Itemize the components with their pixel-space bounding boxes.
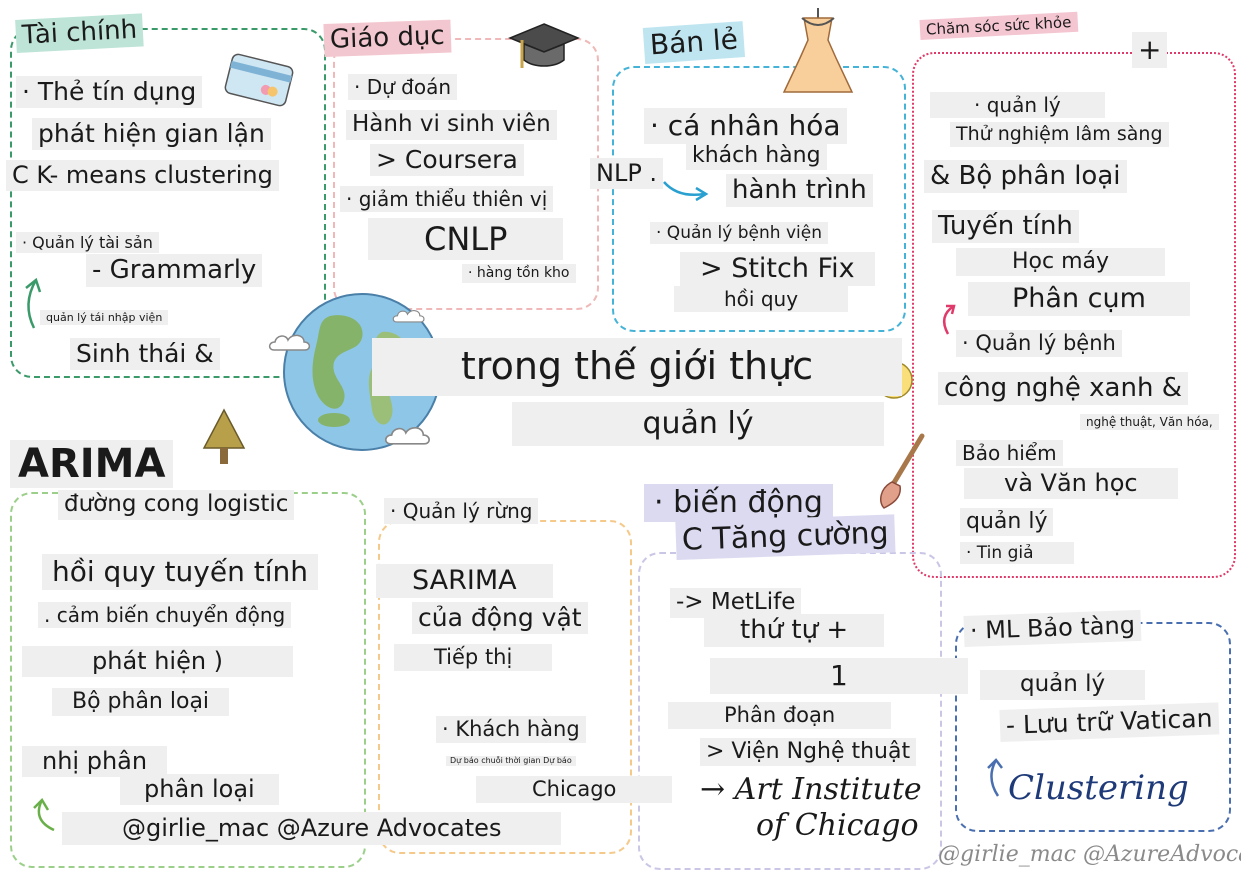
healthcare-item: nghệ thuật, Văn hóa, bbox=[1080, 414, 1219, 431]
finance-item: · Quản lý tài sản bbox=[16, 232, 159, 254]
forestry-item: Dự báo chuỗi thời gian Dự báo bbox=[446, 756, 576, 766]
ecology-item: phát hiện ) bbox=[22, 646, 294, 677]
retail-item: · cá nhân hóa bbox=[644, 108, 847, 144]
finance-item: - Grammarly bbox=[86, 254, 263, 288]
education-item: · giảm thiểu thiên vị bbox=[340, 186, 554, 212]
healthcare-item: công nghệ xanh & bbox=[938, 372, 1188, 406]
finance-item: · Thẻ tín dụng bbox=[16, 76, 203, 108]
museum-item: quản lý bbox=[980, 670, 1146, 700]
retail-title: Bán lẻ bbox=[642, 21, 746, 64]
plus-sign: + bbox=[1132, 32, 1168, 68]
retail-item: · Quản lý bệnh viện bbox=[650, 222, 828, 245]
forestry-item: Tiếp thị bbox=[394, 644, 553, 672]
retail-item: hồi quy bbox=[674, 286, 849, 312]
arrow-icon bbox=[663, 181, 709, 202]
tree-icon bbox=[202, 408, 246, 464]
education-item: CNLP bbox=[368, 218, 564, 261]
healthcare-item: Thử nghiệm lâm sàng bbox=[950, 122, 1169, 147]
education-title: Giáo dục bbox=[323, 19, 452, 58]
marketing-item: thứ tự + bbox=[704, 614, 885, 648]
finance-region bbox=[10, 28, 326, 378]
credit-line: @girlie_mac @Azure Advocates bbox=[62, 812, 562, 845]
healthcare-item: và Văn học bbox=[964, 468, 1178, 499]
education-item: > Coursera bbox=[370, 144, 524, 176]
ecology-item: . cảm biến chuyển động bbox=[38, 602, 292, 628]
forestry-item: SARIMA bbox=[376, 564, 553, 599]
forestry-item: của động vật bbox=[412, 602, 588, 634]
retail-item: hành trình bbox=[726, 174, 873, 208]
ecology-item: đường cong logistic bbox=[58, 490, 295, 520]
education-item: · Dự đoán bbox=[348, 74, 458, 100]
marketing-item: Phân đoạn bbox=[668, 702, 892, 730]
retail-item: khách hàng bbox=[686, 142, 827, 171]
healthcare-item: Phân cụm bbox=[968, 282, 1190, 317]
retail-item: NLP . bbox=[590, 158, 664, 189]
center-title: trong thế giới thực bbox=[372, 338, 902, 396]
ecology-item: nhị phân bbox=[22, 746, 168, 777]
ecology-item: hồi quy tuyến tính bbox=[42, 554, 318, 590]
finance-item: C K- means clustering bbox=[6, 160, 279, 191]
ecology-item: ARIMA bbox=[10, 440, 174, 488]
healthcare-item: · Tin giả bbox=[960, 542, 1074, 565]
marketing-item: · biến động bbox=[644, 484, 833, 522]
marketing-handwritten: of Chicago bbox=[756, 808, 919, 843]
ecology-item: Bộ phân loại bbox=[52, 688, 230, 717]
healthcare-item: Bảo hiểm bbox=[956, 440, 1063, 466]
cloud-icon bbox=[392, 310, 425, 323]
center-subtitle: quản lý bbox=[512, 402, 884, 446]
healthcare-item: quản lý bbox=[960, 508, 1054, 537]
healthcare-item: Tuyến tính bbox=[932, 210, 1079, 244]
arrow-icon bbox=[33, 797, 55, 832]
marketing-handwritten: → Art Institute bbox=[700, 772, 922, 807]
education-item: Hành vi sinh viên bbox=[346, 110, 557, 140]
museum-item: · ML Bảo tàng bbox=[963, 609, 1142, 647]
forestry-item: · Quản lý rừng bbox=[384, 498, 539, 524]
cloud-icon bbox=[268, 334, 311, 351]
dress-icon bbox=[782, 8, 854, 93]
education-item: · hàng tồn kho bbox=[462, 264, 576, 283]
forestry-item: Chicago bbox=[476, 776, 673, 804]
arrow-icon bbox=[987, 758, 1003, 797]
healthcare-item: Học máy bbox=[956, 248, 1166, 277]
graduation-cap-icon bbox=[508, 23, 580, 68]
finance-item: phát hiện gian lận bbox=[32, 118, 271, 150]
healthcare-item: & Bộ phân loại bbox=[924, 160, 1127, 194]
healthcare-item: · quản lý bbox=[930, 92, 1105, 118]
arrow-icon bbox=[25, 277, 42, 329]
credit-card-icon bbox=[224, 53, 294, 107]
ecology-item: phân loại bbox=[120, 774, 279, 805]
finance-item: Sinh thái & bbox=[70, 338, 220, 370]
retail-item: > Stitch Fix bbox=[680, 252, 875, 287]
healthcare-item: · Quản lý bệnh bbox=[956, 330, 1122, 358]
museum-handwritten: Clustering bbox=[1008, 768, 1189, 808]
forestry-item: · Khách hàng bbox=[436, 716, 586, 744]
marketing-item: > Viện Nghệ thuật bbox=[700, 738, 917, 767]
finance-title: Tài chính bbox=[15, 13, 144, 54]
retail-region bbox=[612, 66, 906, 332]
healthcare-region bbox=[912, 52, 1236, 578]
marketing-item: 1 bbox=[710, 658, 968, 694]
brush-icon bbox=[879, 433, 925, 509]
healthcare-title: Chăm sóc sức khỏe bbox=[919, 11, 1078, 40]
arrow-icon bbox=[942, 304, 956, 335]
cloud-icon bbox=[384, 427, 430, 445]
marketing-item: C Tăng cường bbox=[675, 514, 896, 560]
marketing-item: -> MetLife bbox=[670, 588, 802, 618]
finance-item: quản lý tái nhập viện bbox=[40, 310, 169, 326]
